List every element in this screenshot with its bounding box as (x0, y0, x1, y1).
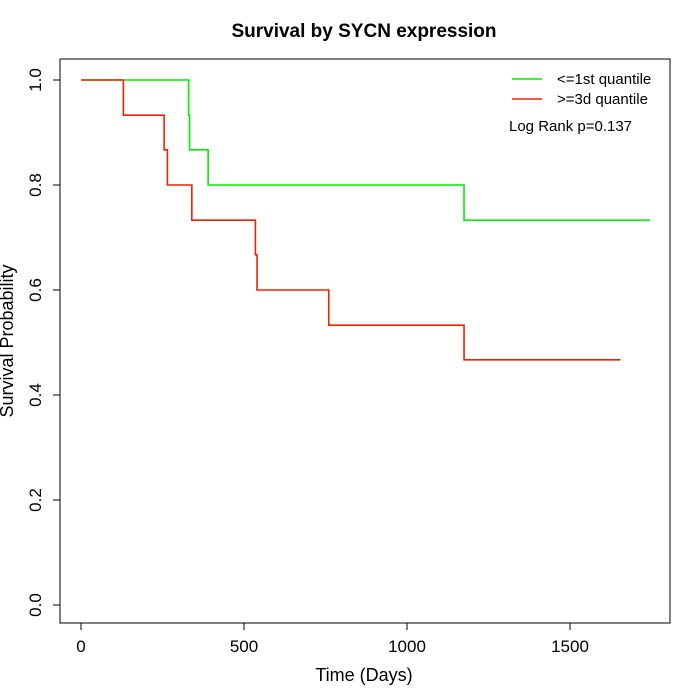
y-axis: 0.0 0.2 0.4 0.6 0.8 1.0 (26, 68, 60, 617)
x-tick-label: 500 (230, 637, 258, 656)
x-axis-label: Time (Days) (315, 665, 412, 685)
y-tick-label: 0.6 (26, 278, 45, 302)
x-tick-label: 1500 (551, 637, 589, 656)
y-tick-label: 1.0 (26, 68, 45, 92)
plot-frame (59, 58, 671, 624)
x-tick-label: 1000 (388, 637, 426, 656)
legend-label-low-quantile: <=1st quantile (557, 71, 651, 88)
y-tick-label: 0.4 (26, 383, 45, 407)
chart-title: Survival by SYCN expression (231, 21, 496, 42)
x-axis: 0 500 1000 1500 (76, 622, 589, 656)
y-tick-label: 0.8 (26, 173, 45, 197)
log-rank-annotation: Log Rank p=0.137 (509, 118, 632, 135)
survival-curve-high-quantile (81, 79, 621, 361)
survival-curve-low-quantile (81, 79, 650, 221)
legend-label-high-quantile: >=3d quantile (557, 91, 648, 108)
y-axis-label: Survival Probability (0, 264, 17, 417)
legend: <=1st quantile >=3d quantile (512, 71, 651, 108)
x-tick-label: 0 (76, 637, 85, 656)
y-tick-label: 0.0 (26, 593, 45, 617)
survival-curves (81, 79, 650, 361)
y-tick-label: 0.2 (26, 488, 45, 512)
